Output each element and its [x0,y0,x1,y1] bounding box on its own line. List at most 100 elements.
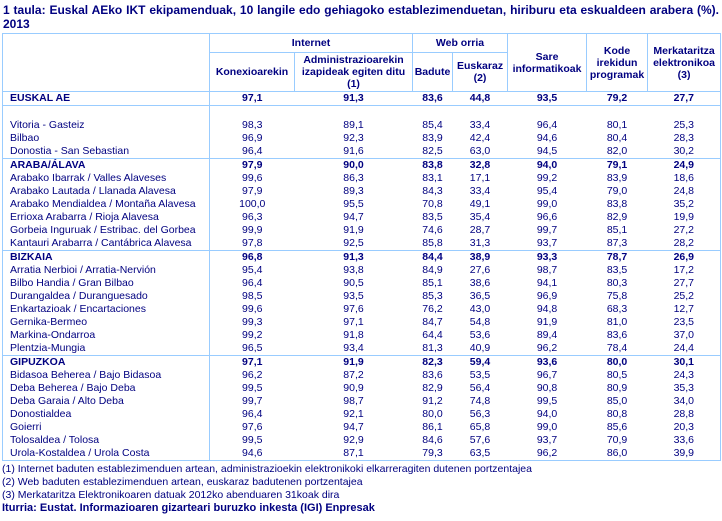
value-cell: 96,5 [242,342,263,354]
value-cell: 79,3 [422,447,443,459]
header-col-sare: Sare informatikoak [507,33,588,92]
row-label: Enkartazioak / Encartaciones [2,303,210,316]
table-row: Arabako Mendialdea / Montaña Alavesa 100,… [2,198,721,211]
header-col-kode: Kode irekidun programak [586,33,649,92]
value-cell: 97,9 [242,185,263,197]
value-cell: 28,8 [673,408,694,420]
table-row: ARABA/ÁLAVA 97,9 90,0 83,8 32,8 94,0 79,1 24,9 [2,158,721,172]
table-row: GIPUZKOA 97,1 91,9 82,3 59,4 93,6 80,0 30,1 [2,355,721,369]
value-cell: 97,1 [209,91,295,106]
value-cell: 97,1 [209,355,295,369]
value-cell: 74,8 [469,395,491,407]
value-cell: 19,9 [673,211,694,223]
value-cell: 85,1 [606,224,628,236]
value-cell: 85,4 [422,119,443,131]
value-cell: 92,1 [343,408,364,420]
value-cell: 93,7 [536,237,558,249]
value-cell: 98,5 [242,290,263,302]
value-cell: 86,3 [343,172,364,184]
header-group-row: Internet Web orria Sare informatikoak Ko… [2,33,722,92]
row-label: Markina-Ondarroa [2,329,210,342]
value-cell: 93,6 [507,355,587,369]
value-cell: 65,8 [469,421,491,433]
value-cell: 83,9 [606,172,628,184]
value-cell: 97,1 [343,316,364,328]
value-cell: 90,9 [343,382,364,394]
value-cell: 91,2 [422,395,443,407]
value-cell: 28,7 [469,224,491,236]
value-cell: 38,6 [469,277,491,289]
value-cell: 90,5 [343,277,364,289]
value-cell: 75,8 [606,290,628,302]
value-cell: 84,4 [412,250,453,264]
value-cell: 80,0 [422,408,443,420]
table-row: Kantauri Arabarra / Cantábrica Alavesa 97… [2,237,721,251]
row-label: Bilbao [2,132,210,145]
header-col-merkataritza: Merkataritza elektronikoa (3) [647,33,722,92]
value-cell: 84,6 [422,434,443,446]
table-row: Arabako Ibarrak / Valles Alaveses 99,6 86,… [2,172,721,185]
value-cell: 49,1 [469,198,491,210]
table-row: Arratia Nerbioi / Arratia-Nervión 95,4 93,… [2,264,721,277]
table-row: Tolosaldea / Tolosa 99,5 92,9 84,6 57,6 93,7 7… [2,434,721,447]
page-title: 1 taula: Euskal AEko IKT ekipamenduak, 1… [3,3,719,31]
value-cell: 99,0 [536,198,558,210]
row-label: Errioxa Arabarra / Rioja Alavesa [2,211,210,224]
value-cell: 83,6 [422,369,443,381]
value-cell: 56,3 [469,408,491,420]
value-cell: 99,9 [242,224,263,236]
value-cell: 83,9 [422,132,443,144]
value-cell: 83,8 [412,158,453,172]
value-cell: 30,2 [673,145,694,157]
value-cell: 36,5 [469,290,491,302]
value-cell: 87,1 [343,447,364,459]
value-cell: 96,9 [242,132,263,144]
value-cell: 83,6 [412,91,453,106]
value-cell: 37,0 [673,329,694,341]
value-cell: 94,5 [536,145,558,157]
row-label: Donostialdea [2,408,210,421]
table-row: Donostialdea 96,4 92,1 80,0 56,3 94,0 80,8 28,8 [2,408,721,421]
header-col-konexio: Konexioarekin [209,52,295,92]
table-row: Enkartazioak / Encartaciones 99,6 97,6 76,2… [2,303,721,316]
value-cell: 89,4 [536,329,558,341]
value-cell: 28,2 [673,237,694,249]
row-label: Arratia Nerbioi / Arratia-Nervión [2,264,210,277]
table-row: Arabako Lautada / Llanada Alavesa 97,9 89,… [2,185,721,198]
value-cell: 80,5 [606,369,628,381]
value-cell: 96,2 [536,342,558,354]
value-cell: 85,6 [606,421,628,433]
value-cell: 97,6 [343,303,364,315]
value-cell: 78,4 [606,342,628,354]
value-cell: 95,5 [343,198,364,210]
value-cell: 80,8 [606,408,628,420]
value-cell: 92,3 [343,132,364,144]
value-cell: 96,6 [536,211,558,223]
table-row: Bilbao 96,9 92,3 83,9 42,4 94,6 80,4 28,3 [2,132,721,145]
value-cell: 34,0 [673,395,694,407]
value-cell: 83,5 [606,264,628,276]
value-cell: 92,5 [343,237,364,249]
value-cell: 99,5 [242,434,263,446]
value-cell: 64,4 [422,329,443,341]
table-row: Deba Garaia / Alto Deba 99,7 98,7 91,2 74,8 9… [2,395,721,408]
value-cell: 85,0 [606,395,628,407]
value-cell: 84,3 [422,185,443,197]
table-row: Urola-Kostaldea / Urola Costa 94,6 87,1 79,… [2,447,721,461]
value-cell: 83,6 [606,329,628,341]
row-label: Deba Garaia / Alto Deba [2,395,210,408]
table-row [2,105,721,119]
value-cell: 33,4 [469,119,491,131]
value-cell: 80,3 [606,277,628,289]
table-row: Markina-Ondarroa 99,2 91,8 64,4 53,6 89,4 83,6… [2,329,721,342]
value-cell: 24,9 [647,158,721,172]
value-cell: 93,3 [507,250,587,264]
value-cell: 93,5 [343,290,364,302]
table-row: Deba Beherea / Bajo Deba 99,5 90,9 82,9 56,4… [2,382,721,395]
value-cell: 86,0 [606,447,628,459]
value-cell: 83,1 [422,172,443,184]
value-cell: 96,4 [242,277,263,289]
value-cell: 100,0 [239,198,266,210]
value-cell: 82,0 [606,145,628,157]
value-cell: 93,5 [507,91,587,106]
